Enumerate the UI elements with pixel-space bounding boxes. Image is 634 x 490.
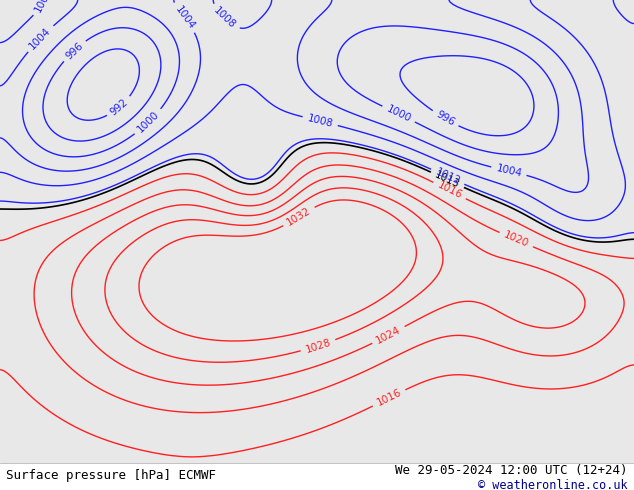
Text: 1013: 1013	[433, 170, 462, 190]
Text: 1008: 1008	[212, 5, 238, 31]
Text: 1004: 1004	[495, 163, 523, 179]
Text: 1004: 1004	[27, 25, 53, 51]
Text: 992: 992	[108, 97, 130, 117]
Text: 1016: 1016	[375, 388, 403, 408]
Text: 1020: 1020	[502, 230, 530, 249]
Text: 1000: 1000	[136, 110, 161, 135]
Text: 1000: 1000	[385, 104, 413, 124]
Text: 1028: 1028	[304, 337, 332, 354]
Text: 1032: 1032	[285, 205, 313, 228]
Text: © weatheronline.co.uk: © weatheronline.co.uk	[478, 479, 628, 490]
Text: Surface pressure [hPa] ECMWF: Surface pressure [hPa] ECMWF	[6, 468, 216, 482]
Text: 1016: 1016	[436, 180, 463, 201]
Text: 996: 996	[434, 109, 456, 128]
Text: 996: 996	[63, 40, 85, 61]
Text: 1012: 1012	[434, 167, 462, 187]
Text: 1008: 1008	[306, 113, 334, 129]
Text: 1024: 1024	[375, 324, 403, 345]
Text: We 29-05-2024 12:00 UTC (12+24): We 29-05-2024 12:00 UTC (12+24)	[395, 464, 628, 477]
Text: 1004: 1004	[172, 4, 197, 31]
Text: 1008: 1008	[32, 0, 53, 14]
